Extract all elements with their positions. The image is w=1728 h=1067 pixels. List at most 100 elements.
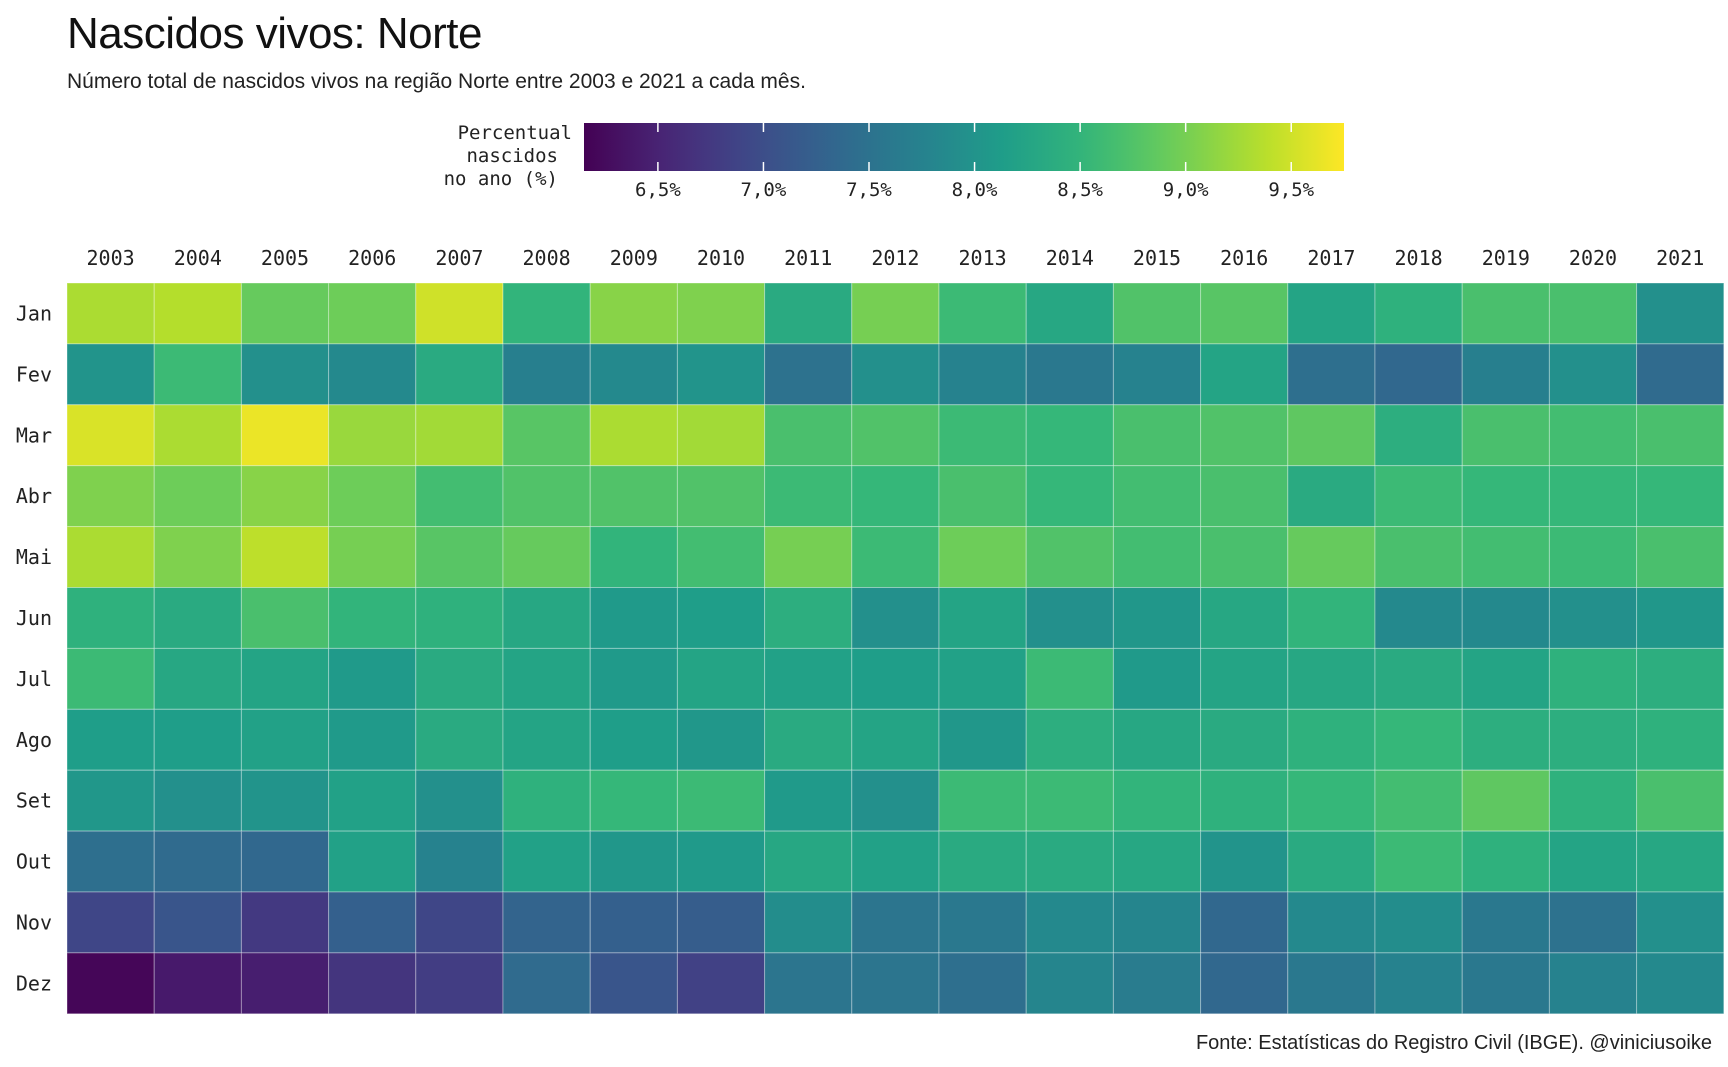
heatmap-cell: Set 2010: 8.6% bbox=[676, 769, 766, 832]
heatmap-cell: Dez 2018: 7.75% bbox=[1374, 952, 1463, 1015]
x-tick-label: 2018 bbox=[1395, 246, 1443, 270]
heatmap-cell: Mai 2011: 9% bbox=[764, 526, 853, 588]
heatmap-cell: Dez 2010: 6.85% bbox=[676, 952, 766, 1015]
heatmap-cell: Fev 2003: 8% bbox=[66, 343, 155, 406]
heatmap-cell: Fev 2007: 8.35% bbox=[415, 343, 504, 406]
heatmap-cell: Nov 2019: 7.6% bbox=[1461, 891, 1550, 954]
heatmap-cell: Abr 2010: 8.75% bbox=[676, 465, 766, 528]
heatmap-cell: Jun 2009: 8.1% bbox=[589, 587, 678, 649]
legend-tick-label: 6,5% bbox=[635, 179, 681, 201]
heatmap-cell: Abr 2011: 8.6% bbox=[764, 465, 853, 528]
heatmap-cell: Jan 2016: 8.8% bbox=[1200, 282, 1289, 345]
y-tick-label: Out bbox=[16, 850, 52, 874]
heatmap-cell: Jul 2016: 8.25% bbox=[1200, 647, 1289, 710]
heatmap-cell: Abr 2016: 8.7% bbox=[1200, 465, 1289, 528]
heatmap-cell: Jul 2012: 8.15% bbox=[851, 647, 940, 710]
heatmap-cell: Fev 2017: 7.45% bbox=[1287, 343, 1376, 406]
heatmap-cell: Ago 2004: 8.15% bbox=[153, 708, 242, 771]
x-tick-label: 2020 bbox=[1569, 246, 1617, 270]
heatmap-cell: Fev 2019: 7.7% bbox=[1461, 343, 1550, 406]
heatmap-cell: Set 2006: 8.2% bbox=[328, 769, 417, 832]
heatmap-cell: Jul 2011: 8.2% bbox=[764, 647, 853, 710]
heatmap-cell: Jun 2004: 8.35% bbox=[153, 587, 242, 649]
heatmap-cell: Jun 2019: 7.85% bbox=[1461, 587, 1550, 649]
heatmap-cell: Jul 2005: 8.25% bbox=[240, 647, 330, 710]
x-tick-label: 2016 bbox=[1220, 246, 1268, 270]
heatmap-cell: Set 2018: 8.65% bbox=[1374, 769, 1463, 832]
heatmap-cell: Nov 2004: 7.1% bbox=[153, 891, 242, 954]
x-axis-labels: 2003 2004 2005 2006 2007 2008 2009 2010 2011 2012… bbox=[87, 246, 1705, 270]
heatmap-cell: Dez 2013: 7.45% bbox=[938, 952, 1027, 1015]
heatmap-cell: Nov 2018: 7.9% bbox=[1374, 891, 1463, 954]
heatmap-cell: Jan 2006: 8.95% bbox=[328, 282, 417, 345]
x-tick-label: 2014 bbox=[1046, 246, 1094, 270]
heatmap-cell: Dez 2009: 7.1% bbox=[589, 952, 678, 1015]
heatmap-cell: Out 2009: 8.05% bbox=[589, 830, 678, 893]
y-tick-label: Jun bbox=[16, 606, 52, 630]
heatmap-cell: Jan 2008: 8.5% bbox=[502, 282, 591, 345]
heatmap-cells: Jan 2003: 9.3%Jan 2004: 9.35%Jan 2005: 8… bbox=[66, 282, 1725, 1015]
heatmap-cell: Jun 2008: 8.3% bbox=[502, 587, 591, 649]
heatmap-cell: Mar 2004: 9.3% bbox=[153, 404, 242, 467]
heatmap-cell: Out 2007: 7.75% bbox=[415, 830, 504, 893]
heatmap-cell: Dez 2004: 6.4% bbox=[153, 952, 242, 1015]
legend-tick-label: 7,5% bbox=[846, 179, 892, 201]
heatmap-cell: Jul 2018: 8.35% bbox=[1374, 647, 1463, 710]
heatmap-cell: Jun 2018: 7.85% bbox=[1374, 587, 1463, 649]
chart-caption: Fonte: Estatísticas do Registro Civil (I… bbox=[1195, 1032, 1712, 1054]
heatmap-cell: Dez 2005: 6.45% bbox=[240, 952, 330, 1015]
heatmap-cell: Dez 2011: 7.55% bbox=[764, 952, 853, 1015]
heatmap-cell: Mar 2007: 9.25% bbox=[415, 404, 504, 467]
heatmap-cell: Ago 2010: 8.05% bbox=[676, 708, 766, 771]
heatmap-cell: Jul 2015: 8.1% bbox=[1112, 647, 1202, 710]
heatmap-cell: Fev 2004: 8.6% bbox=[153, 343, 242, 406]
heatmap-cell: Mai 2013: 8.95% bbox=[938, 526, 1027, 588]
heatmap-cell: Nov 2006: 7.25% bbox=[328, 891, 417, 954]
heatmap-cell: Jan 2020: 8.7% bbox=[1548, 282, 1638, 345]
heatmap-cell: Out 2019: 8.45% bbox=[1461, 830, 1550, 893]
heatmap-cell: Nov 2009: 7.25% bbox=[589, 891, 678, 954]
x-tick-label: 2011 bbox=[784, 246, 832, 270]
heatmap-cell: Ago 2013: 8.05% bbox=[938, 708, 1027, 771]
heatmap-cell: Jun 2014: 7.95% bbox=[1025, 587, 1114, 649]
heatmap-cell: Jan 2017: 8.25% bbox=[1287, 282, 1376, 345]
heatmap-cell: Nov 2021: 7.95% bbox=[1636, 891, 1725, 954]
heatmap-cell: Set 2008: 8.45% bbox=[502, 769, 591, 832]
heatmap-cell: Mai 2006: 9% bbox=[328, 526, 417, 588]
x-tick-label: 2009 bbox=[610, 246, 658, 270]
heatmap-cell: Dez 2006: 6.7% bbox=[328, 952, 417, 1015]
heatmap-cell: Set 2003: 8.05% bbox=[66, 769, 155, 832]
heatmap-cell: Set 2005: 8% bbox=[240, 769, 330, 832]
x-tick-label: 2007 bbox=[435, 246, 483, 270]
heatmap-cell: Jun 2003: 8.45% bbox=[66, 587, 155, 649]
x-tick-label: 2017 bbox=[1307, 246, 1355, 270]
heatmap-cell: Jun 2006: 8.5% bbox=[328, 587, 417, 649]
heatmap-cell: Nov 2013: 7.6% bbox=[938, 891, 1027, 954]
legend-tick-label: 8,0% bbox=[952, 179, 998, 201]
heatmap-cell: Mar 2014: 8.55% bbox=[1025, 404, 1114, 467]
heatmap-cell: Out 2021: 8.3% bbox=[1636, 830, 1725, 893]
heatmap-cell: Jan 2013: 8.6% bbox=[938, 282, 1027, 345]
heatmap-cell: Mar 2011: 8.7% bbox=[764, 404, 853, 467]
heatmap-cell: Jul 2019: 8.25% bbox=[1461, 647, 1550, 710]
heatmap-cell: Mar 2003: 9.55% bbox=[66, 404, 155, 467]
heatmap-cell: Nov 2010: 7.2% bbox=[676, 891, 766, 954]
heatmap-cell: Dez 2003: 6.2% bbox=[66, 952, 155, 1015]
heatmap-cell: Out 2008: 8.2% bbox=[502, 830, 591, 893]
heatmap-cell: Fev 2010: 8% bbox=[676, 343, 766, 406]
heatmap-cell: Abr 2018: 8.6% bbox=[1374, 465, 1463, 528]
heatmap-cell: Fev 2011: 7.5% bbox=[764, 343, 853, 406]
heatmap-cell: Set 2021: 8.7% bbox=[1636, 769, 1725, 832]
heatmap-cell: Abr 2014: 8.55% bbox=[1025, 465, 1114, 528]
heatmap-cell: Out 2005: 7.35% bbox=[240, 830, 330, 893]
heatmap-cell: Abr 2021: 8.55% bbox=[1636, 465, 1725, 528]
heatmap-cell: Mai 2015: 8.65% bbox=[1112, 526, 1202, 588]
heatmap-cell: Jan 2010: 9.05% bbox=[676, 282, 766, 345]
heatmap-cell: Jun 2005: 8.7% bbox=[240, 587, 330, 649]
heatmap-cell: Nov 2005: 6.75% bbox=[240, 891, 330, 954]
heatmap-cell: Mai 2003: 9.3% bbox=[66, 526, 155, 588]
heatmap-cell: Out 2011: 8.3% bbox=[764, 830, 853, 893]
x-tick-label: 2019 bbox=[1482, 246, 1530, 270]
heatmap-cell: Abr 2020: 8.55% bbox=[1548, 465, 1638, 528]
heatmap-cell: Mar 2018: 8.4% bbox=[1374, 404, 1463, 467]
